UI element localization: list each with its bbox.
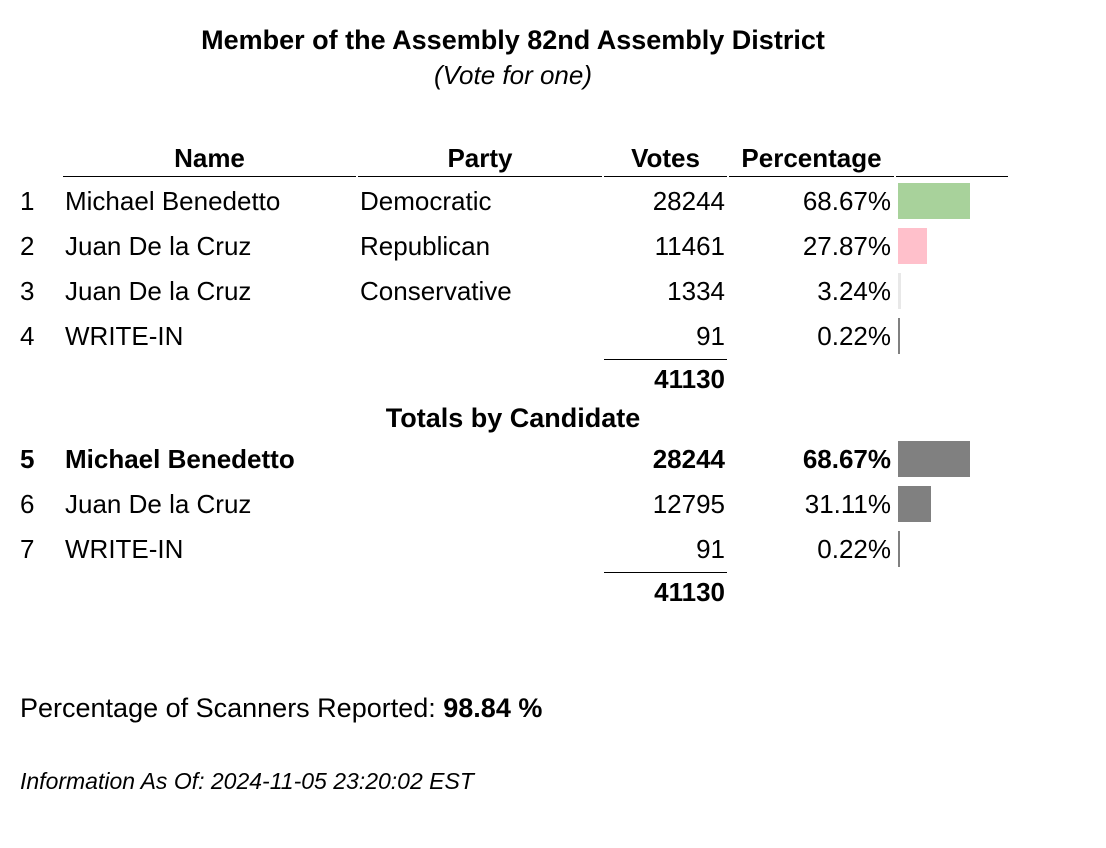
row-number: 5: [20, 444, 35, 474]
row-number: 7: [20, 534, 35, 564]
header-rule-bar: [896, 176, 1008, 177]
candidate-name: Juan De la Cruz: [65, 489, 252, 519]
row-number: 1: [20, 186, 35, 216]
vote-count: 1334: [667, 276, 725, 306]
header-votes: Votes: [631, 143, 700, 173]
percentage-bar: [898, 486, 931, 522]
row-number: 2: [20, 231, 35, 261]
percentage-bar: [898, 228, 927, 264]
vote-percentage: 68.67%: [802, 186, 891, 216]
candidate-total-votes: 41130: [654, 577, 725, 607]
vote-count: 28244: [652, 186, 725, 216]
candidate-name: Michael Benedetto: [65, 444, 295, 474]
total-rule: [604, 359, 727, 360]
header-rule-percentage: [729, 176, 894, 177]
party-name: Conservative: [360, 276, 512, 306]
info-as-of: Information As Of: 2024-11-05 23:20:02 E…: [20, 768, 474, 794]
vote-count: 91: [696, 534, 725, 564]
percentage-bar: [898, 441, 970, 477]
header-rule-name: [63, 176, 356, 177]
section-title: Totals by Candidate: [385, 403, 641, 433]
contest-title: Member of the Assembly 82nd Assembly Dis…: [201, 25, 825, 55]
header-party: Party: [447, 143, 513, 173]
vote-percentage: 0.22%: [817, 534, 891, 564]
vote-count: 91: [696, 321, 725, 351]
percentage-bar: [898, 183, 970, 219]
vote-count: 28244: [652, 444, 725, 474]
party-name: Republican: [360, 231, 491, 261]
candidate-name: WRITE-IN: [65, 534, 184, 564]
party-name: Democratic: [360, 186, 492, 216]
contest-subtitle: (Vote for one): [433, 60, 592, 90]
vote-percentage: 31.11%: [804, 489, 891, 519]
percentage-bar: [898, 273, 901, 309]
scanners-label: Percentage of Scanners Reported:: [20, 693, 444, 723]
candidate-name: Juan De la Cruz: [65, 276, 252, 306]
header-rule-votes: [604, 176, 727, 177]
total-votes: 41130: [654, 364, 725, 394]
percentage-bar: [898, 531, 900, 567]
candidate-name: WRITE-IN: [65, 321, 184, 351]
candidate-name: Juan De la Cruz: [65, 231, 252, 261]
candidate-name: Michael Benedetto: [65, 186, 281, 216]
vote-percentage: 0.22%: [817, 321, 891, 351]
vote-count: 12795: [652, 489, 725, 519]
scanners-value: 98.84 %: [443, 693, 543, 723]
row-number: 4: [20, 321, 35, 351]
percentage-bar: [898, 318, 900, 354]
row-number: 6: [20, 489, 35, 519]
row-number: 3: [20, 276, 35, 306]
vote-count: 11461: [654, 231, 725, 261]
vote-percentage: 68.67%: [802, 444, 891, 474]
vote-percentage: 3.24%: [817, 276, 891, 306]
header-name: Name: [174, 143, 245, 173]
vote-percentage: 27.87%: [802, 231, 891, 261]
candidate-total-rule: [604, 572, 727, 573]
scanners-reported: Percentage of Scanners Reported: 98.84 %: [20, 692, 542, 724]
header-rule-party: [358, 176, 602, 177]
header-percentage: Percentage: [741, 143, 882, 173]
